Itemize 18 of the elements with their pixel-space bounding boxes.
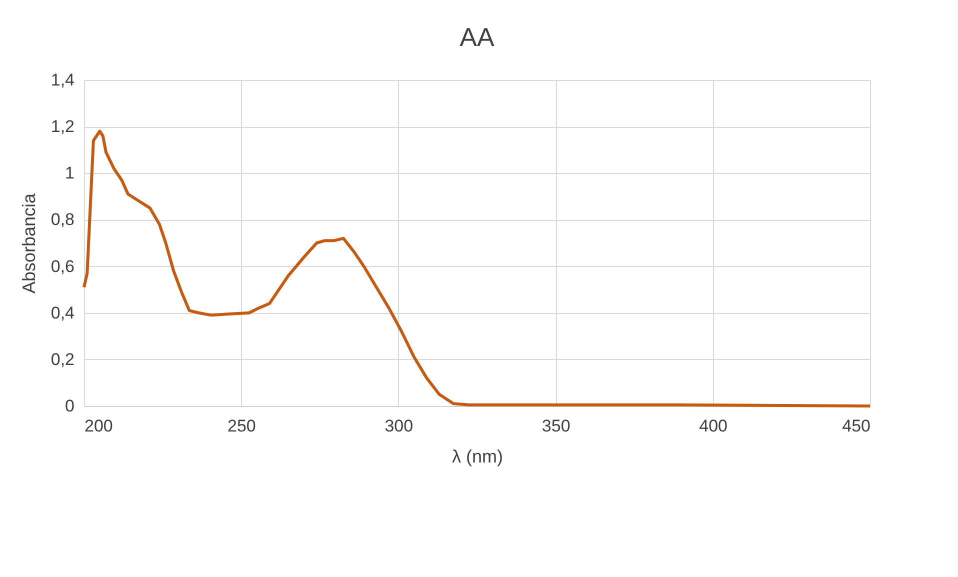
x-axis-title: λ (nm) bbox=[452, 446, 503, 466]
x-tick-label: 250 bbox=[228, 416, 256, 436]
y-tick-label: 1 bbox=[65, 164, 74, 183]
x-tick-label: 400 bbox=[699, 416, 728, 436]
y-axis-title: Absorbancia bbox=[18, 192, 39, 294]
x-tick-label: 450 bbox=[842, 416, 870, 436]
chart-title: AA bbox=[460, 22, 495, 52]
x-tick-label: 200 bbox=[84, 416, 113, 436]
line-series bbox=[82, 130, 872, 408]
x-tick-label: 350 bbox=[542, 416, 570, 436]
y-tick-label: 0,8 bbox=[50, 210, 74, 230]
y-tick-label: 0,4 bbox=[50, 303, 74, 322]
y-tick-label: 0,2 bbox=[50, 350, 74, 369]
x-tick-label: 300 bbox=[384, 416, 414, 436]
y-tick-label: 0 bbox=[65, 396, 74, 416]
y-tick-label: 1,4 bbox=[50, 70, 74, 90]
y-tick-label: 1,2 bbox=[50, 117, 74, 136]
y-tick-label: 0,6 bbox=[50, 256, 74, 276]
